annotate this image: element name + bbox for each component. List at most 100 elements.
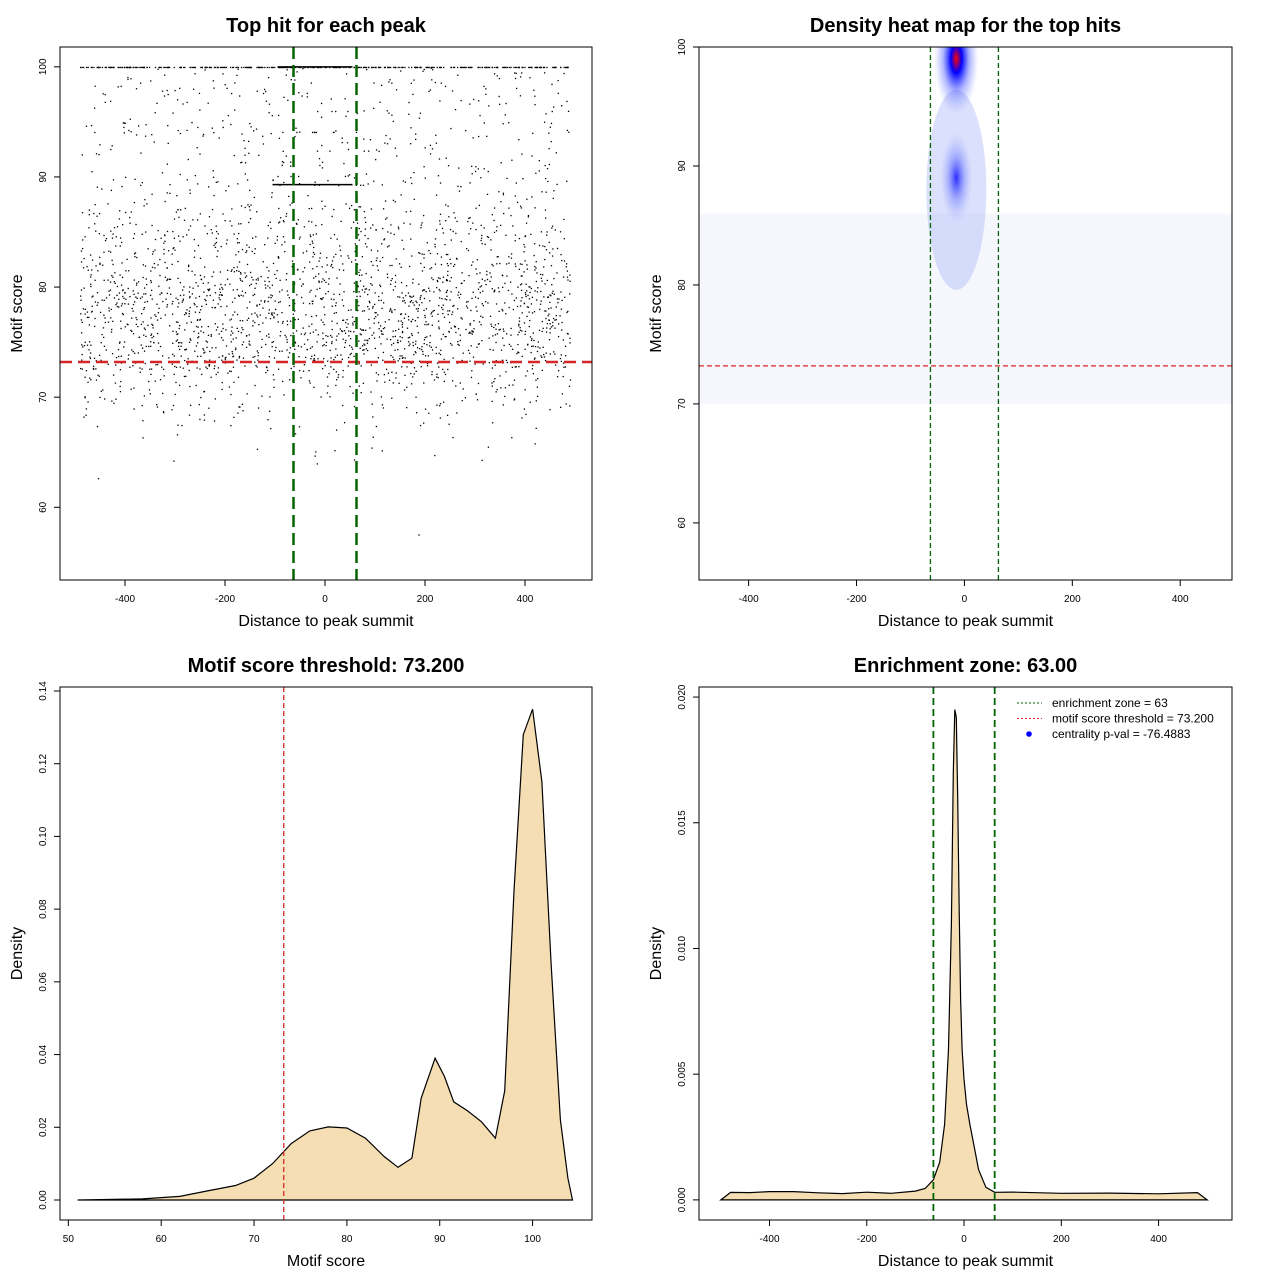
data-point (445, 279, 448, 282)
data-point (404, 66, 406, 69)
data-point (505, 359, 508, 362)
data-point (289, 204, 291, 206)
data-point (359, 280, 362, 282)
data-point (469, 103, 471, 105)
data-point (172, 404, 175, 407)
data-point (535, 66, 537, 69)
data-point (540, 66, 542, 69)
data-point (222, 288, 224, 290)
data-point (255, 128, 258, 130)
data-point (322, 338, 324, 340)
data-point (183, 294, 185, 296)
data-point (309, 347, 312, 349)
data-point (329, 349, 331, 352)
data-point (365, 272, 367, 275)
data-point (539, 66, 541, 69)
data-point (245, 335, 248, 337)
data-point (330, 366, 332, 368)
data-point (224, 84, 226, 86)
data-point (304, 356, 307, 359)
data-point (436, 279, 438, 282)
data-point (196, 355, 199, 358)
data-point (488, 337, 490, 339)
data-point (271, 192, 273, 194)
data-point (143, 327, 146, 329)
data-point (144, 301, 146, 303)
data-point (240, 161, 242, 164)
data-point (552, 197, 554, 200)
data-point (502, 194, 505, 196)
data-point (289, 320, 292, 322)
data-point (150, 317, 152, 319)
data-point (123, 346, 125, 348)
data-point (262, 66, 264, 69)
data-point (248, 221, 250, 224)
data-point (322, 297, 324, 299)
data-point (94, 301, 97, 303)
data-point (525, 222, 528, 224)
data-point (244, 162, 247, 164)
data-point (300, 333, 302, 335)
data-point (264, 284, 267, 286)
data-point (354, 250, 356, 253)
data-point (539, 347, 541, 349)
data-point (423, 253, 425, 256)
data-point (428, 345, 431, 347)
data-point (248, 334, 250, 336)
data-point (436, 373, 438, 375)
data-point (346, 319, 348, 321)
data-point (186, 363, 189, 365)
data-point (511, 366, 514, 369)
data-point (246, 179, 249, 181)
data-point (327, 180, 329, 182)
data-point (83, 257, 85, 260)
data-point (307, 339, 309, 341)
data-point (258, 154, 260, 156)
data-point (552, 321, 554, 324)
data-point (548, 241, 550, 244)
data-point (397, 348, 399, 351)
data-point (144, 362, 146, 365)
data-point (133, 279, 135, 281)
data-point (471, 331, 474, 333)
data-point (218, 356, 220, 358)
data-point (109, 66, 112, 69)
data-point (112, 276, 114, 278)
data-point (316, 150, 319, 152)
data-point (297, 219, 299, 221)
data-point (394, 330, 397, 332)
data-point (467, 220, 469, 223)
data-point (564, 66, 567, 69)
data-point (465, 66, 467, 69)
data-point (364, 216, 366, 219)
data-point (329, 396, 331, 398)
data-point (103, 251, 105, 253)
data-point (294, 433, 297, 435)
data-point (236, 327, 238, 330)
data-point (436, 66, 438, 69)
data-point (492, 335, 494, 337)
data-point (219, 288, 221, 290)
data-point (92, 367, 95, 370)
data-point (503, 212, 505, 215)
data-point (410, 372, 412, 375)
data-point (421, 346, 423, 348)
data-point (249, 209, 251, 211)
data-point (177, 321, 179, 323)
data-point (236, 359, 238, 361)
data-point (244, 66, 247, 69)
data-point (531, 196, 533, 198)
data-point (423, 309, 425, 312)
data-point (255, 364, 257, 367)
data-point (93, 212, 95, 215)
data-point (529, 336, 532, 338)
data-point (154, 238, 157, 241)
data-point (528, 66, 530, 69)
data-point (189, 66, 191, 69)
data-point (256, 66, 258, 69)
data-point (472, 291, 474, 293)
data-point (403, 317, 406, 319)
data-point (534, 207, 536, 209)
data-point (444, 335, 446, 338)
